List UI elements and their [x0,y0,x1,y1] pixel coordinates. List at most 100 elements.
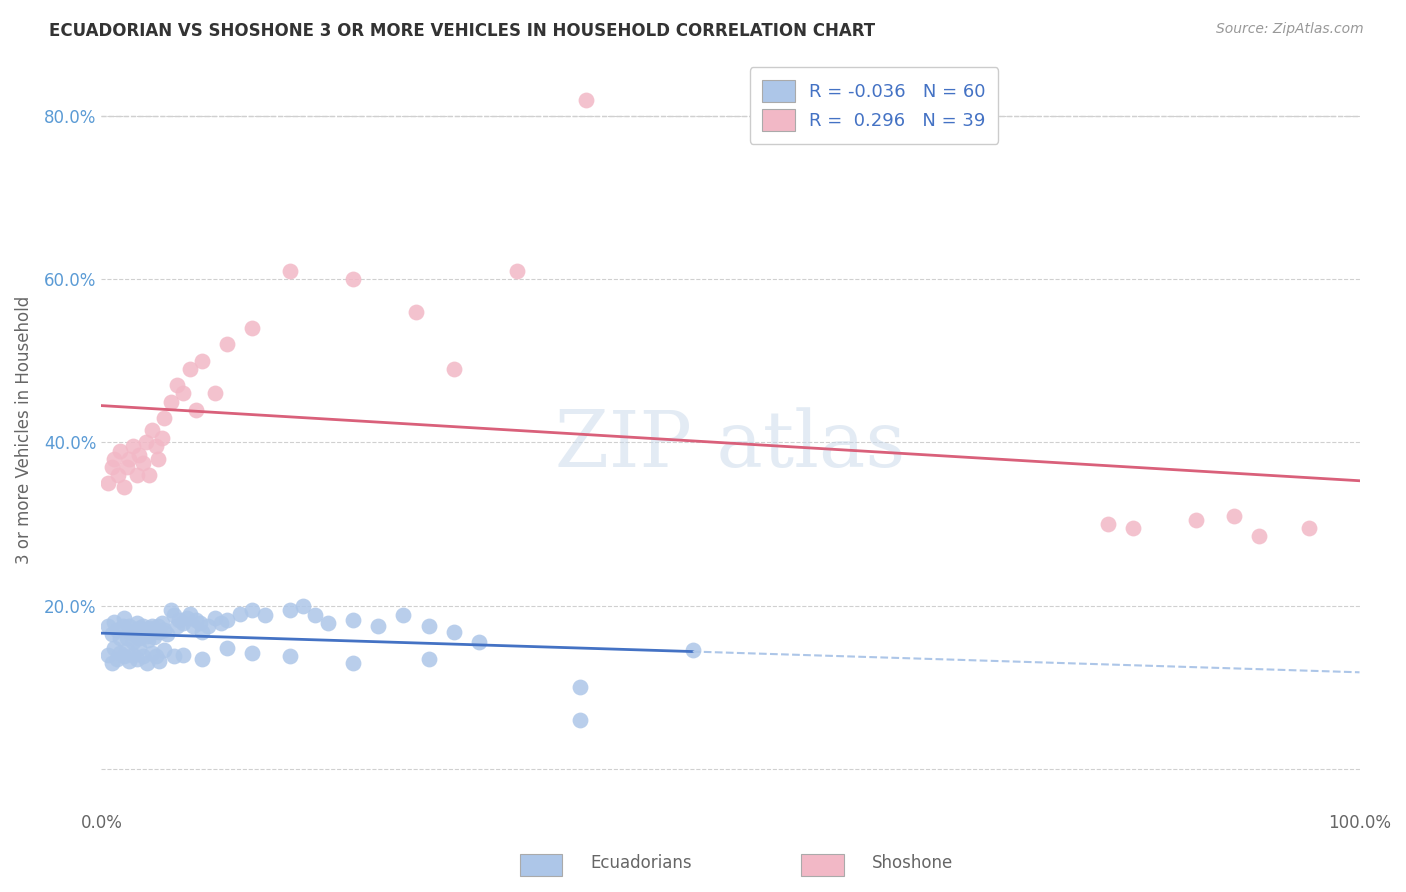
Y-axis label: 3 or more Vehicles in Household: 3 or more Vehicles in Household [15,296,32,565]
Point [97,648,120,662]
Point [110,443,132,458]
Point [103,451,125,466]
Point [159,602,181,616]
Point [191,353,214,368]
Point [146,451,169,466]
Point [163,608,186,623]
Point [242,321,264,335]
Point [153,643,176,657]
Point [367,619,389,633]
Point [100,459,122,474]
Point [146,619,169,633]
Point [418,651,440,665]
Point [132,619,155,633]
Text: Source: ZipAtlas.com: Source: ZipAtlas.com [1216,22,1364,37]
Point [316,616,339,631]
Point [1222,508,1244,523]
Point [291,599,314,613]
Point [103,640,125,655]
Point [142,624,165,639]
Point [1247,529,1270,543]
Point [156,627,179,641]
Point [184,613,207,627]
Point [115,631,138,645]
Point [172,616,194,631]
Point [242,646,264,660]
Point [253,608,276,623]
Point [110,631,132,645]
Point [120,624,142,639]
Point [166,619,188,633]
Point [278,264,301,278]
Point [107,467,129,482]
Point [197,619,219,633]
Point [242,602,264,616]
Point [150,431,173,445]
Point [112,611,135,625]
Point [124,627,146,641]
Legend: R = -0.036   N = 60, R =  0.296   N = 39: R = -0.036 N = 60, R = 0.296 N = 39 [749,67,998,144]
Point [105,623,128,637]
Point [1298,521,1320,535]
Point [131,624,153,639]
Point [181,619,204,633]
Point [153,623,176,637]
Text: Ecuadorians: Ecuadorians [591,855,692,872]
Point [172,648,194,662]
Text: ZIP atlas: ZIP atlas [555,408,905,483]
Point [103,615,125,629]
Point [1122,521,1144,535]
Text: Shoshone: Shoshone [872,855,953,872]
Point [128,631,150,645]
Point [97,619,120,633]
Point [97,476,120,491]
Point [342,613,364,627]
Point [682,643,704,657]
Point [1185,513,1208,527]
Point [148,654,170,668]
Point [443,624,465,639]
Point [141,646,163,660]
Point [278,649,301,664]
Point [166,378,188,392]
Point [163,649,186,664]
Point [136,632,159,647]
Point [132,649,155,664]
Point [112,480,135,494]
Point [110,646,132,660]
Point [1097,516,1119,531]
Point [179,362,201,376]
Point [304,608,326,623]
Point [159,394,181,409]
Point [204,611,226,625]
Point [505,264,527,278]
Point [176,611,198,625]
Point [392,608,415,623]
Text: ECUADORIAN VS SHOSHONE 3 OR MORE VEHICLES IN HOUSEHOLD CORRELATION CHART: ECUADORIAN VS SHOSHONE 3 OR MORE VEHICLE… [49,22,876,40]
Point [141,619,163,633]
Point [568,680,591,694]
Point [138,467,160,482]
Point [172,386,194,401]
Point [191,651,214,665]
Point [217,640,239,655]
Point [169,613,191,627]
Point [188,616,211,631]
Point [405,305,427,319]
Point [179,607,201,621]
Point [125,467,148,482]
Point [217,337,239,351]
Point [105,651,128,665]
Point [128,621,150,635]
Point [204,386,226,401]
Point [575,93,598,107]
Point [118,654,141,668]
Point [148,624,170,639]
Point [111,619,134,633]
Point [342,272,364,286]
Point [125,616,148,631]
Point [128,448,150,462]
Point [135,656,157,670]
Point [209,616,232,631]
Point [191,624,214,639]
